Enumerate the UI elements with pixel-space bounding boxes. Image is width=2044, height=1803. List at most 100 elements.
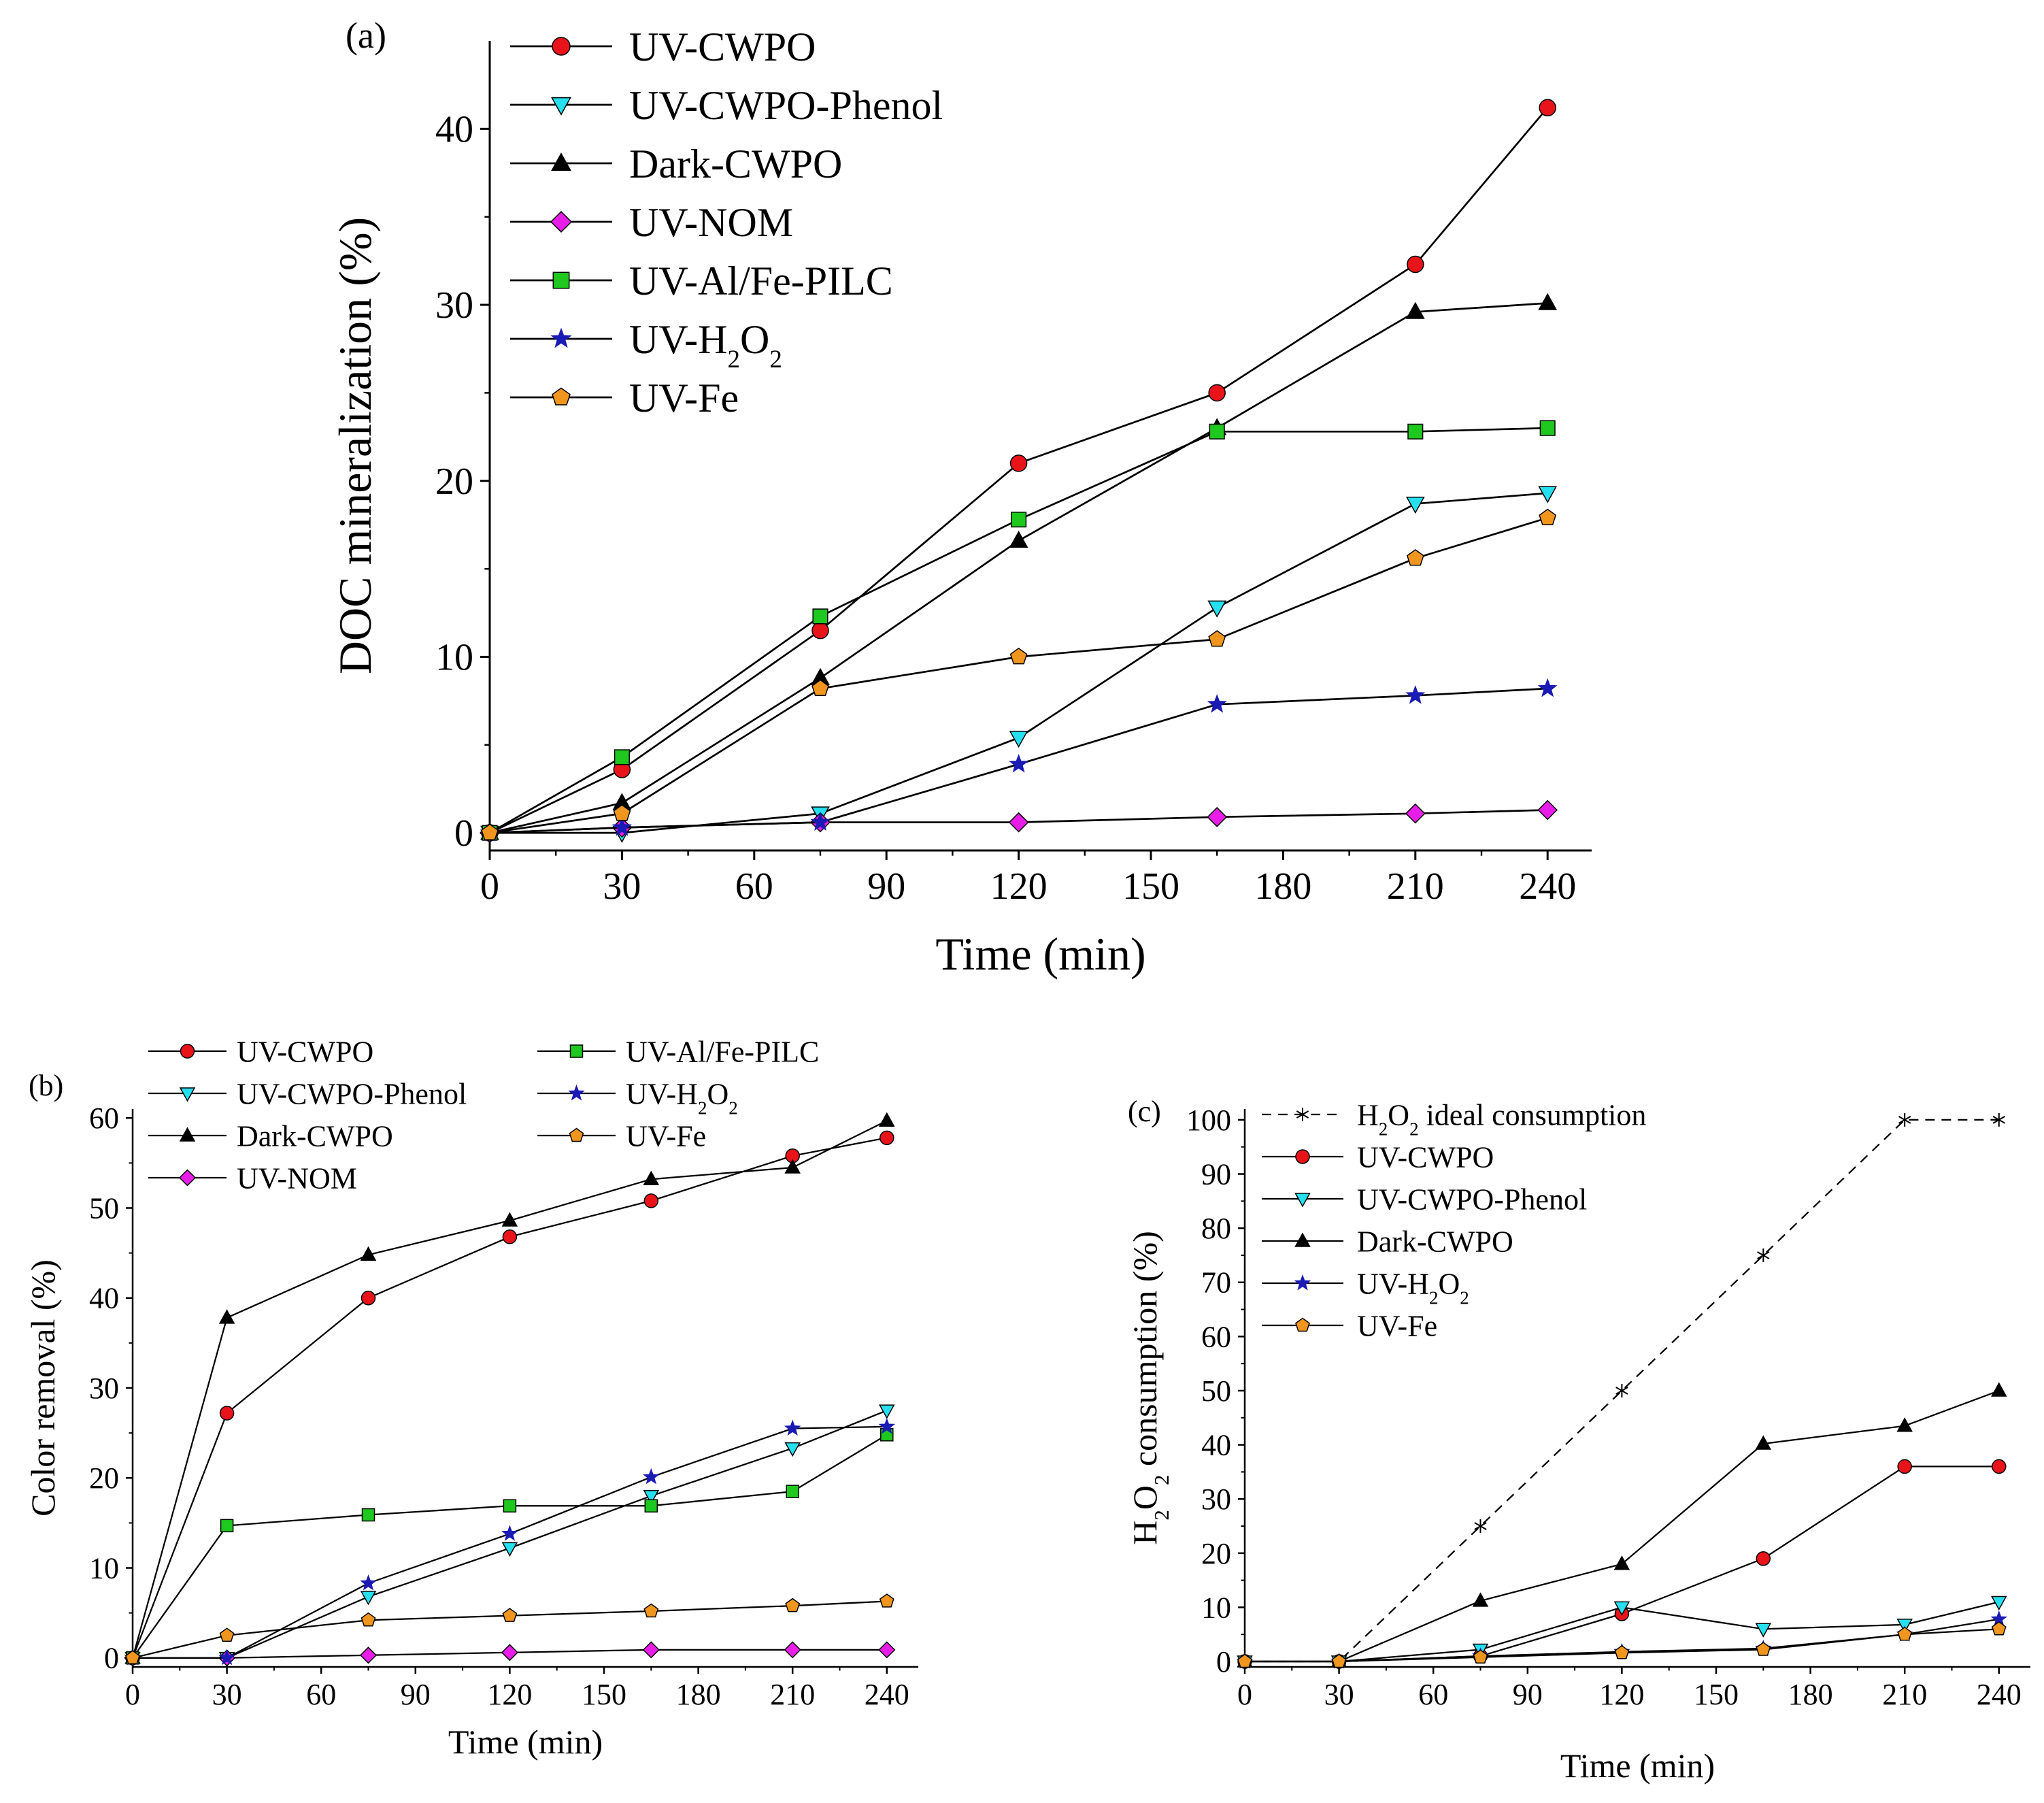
series-uv-h2o	[480, 678, 1558, 842]
data-point	[878, 1417, 896, 1434]
axes: 0 30 60 90 120 150 180 210 240 0 10 20 30 40	[435, 41, 1592, 908]
data-point	[784, 1159, 801, 1174]
y-tick-label: 10	[89, 1551, 119, 1585]
y-tick-label: 60	[1201, 1320, 1231, 1353]
label-part: UV-CWPO-Phenol	[1357, 1182, 1587, 1216]
data-point	[360, 1574, 377, 1591]
label-part: UV-CWPO	[237, 1035, 373, 1068]
data-point	[1539, 99, 1556, 117]
label-part: UV-Fe	[629, 376, 739, 420]
data-point	[1405, 301, 1425, 319]
x-tick-label: 240	[1519, 865, 1576, 908]
legend-marker	[552, 387, 571, 406]
data-point	[1009, 647, 1028, 665]
legend-item: Dark-CWPO	[148, 1119, 393, 1153]
series-uv-al-fe-pilc	[482, 420, 1556, 841]
series-line	[489, 427, 1548, 834]
x-tick-label: 150	[582, 1678, 626, 1711]
y-tick-label: 30	[89, 1372, 119, 1405]
legend-item: UV-Al/Fe-PILC	[510, 259, 893, 303]
x-tick-label: 90	[401, 1678, 431, 1711]
data-point	[643, 1489, 660, 1505]
series-uv-fe	[125, 1593, 894, 1665]
legend-label: H2O2 ideal consumption	[1357, 1098, 1646, 1139]
data-point	[643, 1170, 660, 1185]
data-point	[1407, 423, 1424, 440]
x-tick-label: 30	[212, 1678, 242, 1711]
data-point	[218, 1309, 235, 1324]
label-part: UV-NOM	[237, 1161, 357, 1195]
data-point	[1405, 803, 1426, 824]
label-part: UV-Fe	[626, 1119, 706, 1153]
data-point	[1473, 1649, 1488, 1664]
legend-item: UV-Fe	[510, 376, 739, 420]
legend-label: UV-CWPO	[1357, 1140, 1494, 1174]
x-tick-label: 150	[1122, 865, 1179, 908]
panel-a-doc-mineralization: 0 30 60 90 120 150 180 210 240 0 10 20 30 40 Time (min…	[329, 15, 1592, 980]
legend-item: UV-H2O2	[1262, 1267, 1469, 1308]
data-point	[1009, 753, 1029, 773]
label-part: UV-NOM	[629, 200, 793, 245]
x-ticks: 0 30 60 90 120 150 180 210 240	[1237, 1667, 2022, 1711]
data-point	[1897, 1459, 1912, 1474]
label-part: O	[1126, 1485, 1164, 1510]
data-point	[643, 1603, 659, 1618]
y-tick-label: 0	[104, 1642, 119, 1675]
legend-marker	[551, 97, 571, 116]
y-tick-label: 20	[435, 461, 473, 503]
data-point	[1237, 1653, 1252, 1668]
y-tick-label: 100	[1186, 1104, 1231, 1137]
legend-marker	[1296, 1108, 1309, 1121]
asterisk-stroke	[1615, 1387, 1628, 1395]
y-tick-label: 40	[89, 1282, 119, 1315]
legend: UV-CWPO UV-CWPO-Phenol Dark-CWPO UV-NOM UV-A…	[148, 1035, 819, 1195]
legend-label: Dark-CWPO	[237, 1119, 393, 1153]
data-point	[361, 1612, 376, 1627]
legend-marker	[552, 37, 571, 56]
data-point	[1331, 1653, 1347, 1668]
label-part: ideal consumption	[1419, 1098, 1647, 1131]
y-tick-label: 50	[89, 1191, 119, 1225]
legend-label: UV-CWPO-Phenol	[1357, 1182, 1587, 1216]
data-point	[1755, 1435, 1772, 1450]
data-point	[642, 1641, 660, 1659]
data-point	[1405, 685, 1426, 704]
data-point	[1009, 731, 1028, 748]
label-part: O	[740, 317, 769, 362]
label-part: H	[1357, 1098, 1379, 1131]
legend-label: UV-CWPO	[237, 1035, 373, 1068]
legend-item: UV-H2O2	[537, 1077, 738, 1118]
y-tick-label: 40	[435, 108, 473, 150]
x-axis-label: Time (min)	[1560, 1747, 1715, 1785]
label-part: UV-Fe	[1357, 1309, 1437, 1342]
label-part: O	[1388, 1098, 1409, 1131]
series-uv-nom	[480, 799, 1558, 843]
data-point	[1756, 1551, 1771, 1566]
x-tick-label: 120	[990, 865, 1048, 908]
legend-label: UV-CWPO-Phenol	[237, 1077, 467, 1110]
subscript: 2	[727, 346, 740, 374]
y-tick-label: 70	[1201, 1266, 1231, 1300]
data-point	[611, 817, 632, 836]
data-point	[613, 804, 631, 821]
y-axis-label: DOC mineralization (%)	[329, 217, 381, 674]
x-tick-label: 210	[770, 1678, 815, 1711]
data-point	[1896, 1417, 1913, 1432]
subscript: 2	[728, 1097, 738, 1118]
data-point	[644, 1499, 658, 1513]
legend-item: UV-CWPO-Phenol	[148, 1077, 467, 1110]
y-axis-label: Color removal (%)	[24, 1259, 62, 1517]
data-point	[1991, 1382, 2007, 1397]
data-point	[361, 1290, 376, 1306]
series-uv-cwpo	[125, 1130, 894, 1666]
data-point	[1008, 812, 1029, 833]
series-line	[131, 1120, 888, 1659]
legend-label: Dark-CWPO	[1357, 1225, 1513, 1258]
data-point	[501, 1644, 518, 1661]
legend-item: Dark-CWPO	[1262, 1225, 1513, 1258]
data-point	[786, 1485, 799, 1498]
data-point	[811, 621, 829, 640]
data-point	[1407, 255, 1424, 274]
subscript: 2	[769, 346, 782, 374]
data-point	[1991, 1595, 2007, 1611]
